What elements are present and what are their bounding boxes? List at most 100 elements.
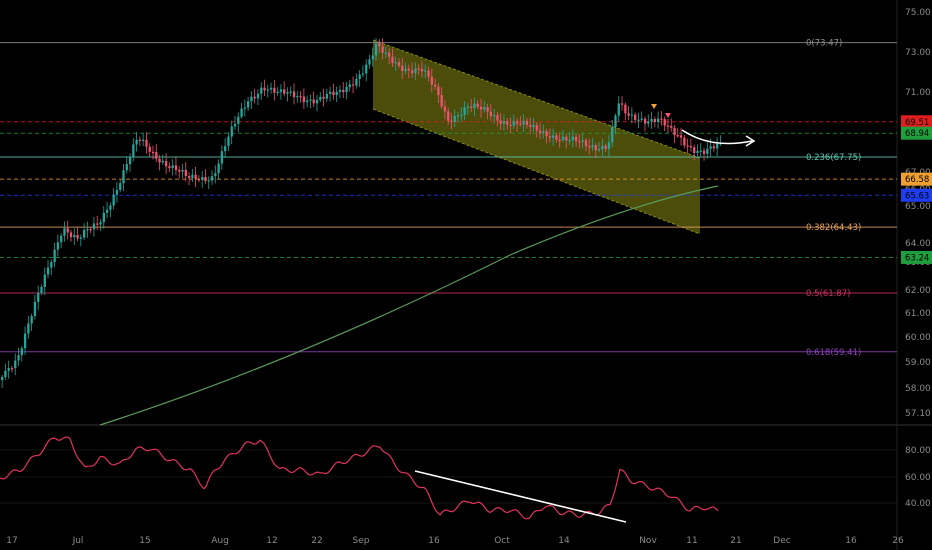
candle-body xyxy=(319,96,322,100)
time-tick-label: 16 xyxy=(845,536,857,546)
candle-body xyxy=(335,91,338,96)
candle-body xyxy=(561,136,565,141)
candle-body xyxy=(27,323,30,334)
time-axis-ticks: 17 Jul 15 Aug 12 22 Sep 16 Oct 14 Nov 11 21 Dec 16 26 xyxy=(6,536,904,546)
candle-body xyxy=(253,96,256,99)
candle-body xyxy=(286,92,289,94)
candle-body xyxy=(145,139,148,147)
candle-body xyxy=(447,111,450,121)
moving-average-line xyxy=(99,185,719,426)
marker-triangle-1 xyxy=(651,104,657,109)
candle-body xyxy=(538,130,542,133)
candle-body xyxy=(571,136,575,141)
candle-body xyxy=(660,118,663,120)
candle-body xyxy=(601,145,604,150)
candle-body xyxy=(374,43,378,56)
candle-body xyxy=(135,139,138,145)
price-tick-label: 60.00 xyxy=(905,333,931,343)
price-badge-label: 63.24 xyxy=(905,253,929,263)
candle-body xyxy=(187,176,191,178)
price-tick-label: 73.00 xyxy=(905,48,931,58)
oscillator-tick-label: 60.00 xyxy=(905,473,931,483)
candle-body xyxy=(89,229,92,231)
candle-body xyxy=(184,169,187,177)
time-tick-label: Nov xyxy=(639,536,657,546)
candle-body xyxy=(581,140,584,142)
candle-body xyxy=(709,146,712,149)
candle-body xyxy=(591,145,594,148)
candle-body xyxy=(470,106,473,108)
candle-body xyxy=(332,91,335,96)
candle-body xyxy=(699,150,702,152)
candle-body xyxy=(502,121,506,124)
candle-body xyxy=(706,148,709,154)
candle-body xyxy=(650,118,653,122)
candle-body xyxy=(407,68,411,71)
candle-body xyxy=(201,177,204,180)
candle-body xyxy=(292,91,296,98)
candle-body xyxy=(20,348,23,356)
price-badge-label: 65.63 xyxy=(905,191,929,201)
price-tick-label: 61.00 xyxy=(905,309,931,319)
candle-body xyxy=(627,113,630,116)
candle-body xyxy=(433,84,437,87)
time-tick-label: 16 xyxy=(428,536,440,546)
fib-level-label: 0.236(67.75) xyxy=(806,153,861,163)
candle-body xyxy=(388,52,391,57)
candle-body xyxy=(712,146,716,149)
candle-body xyxy=(43,274,46,288)
candle-body xyxy=(506,121,509,125)
candle-body xyxy=(529,125,532,127)
candle-body xyxy=(509,124,512,127)
candle-body xyxy=(578,141,581,143)
candle-body xyxy=(368,59,371,65)
candle-body xyxy=(312,99,315,104)
candle-body xyxy=(401,65,404,72)
candle-body xyxy=(37,292,40,302)
price-tick-label: 58.00 xyxy=(905,384,931,394)
candle-body xyxy=(194,174,197,180)
candle-body xyxy=(142,139,145,141)
candle-body xyxy=(115,189,119,195)
candle-body xyxy=(322,96,325,99)
candle-body xyxy=(128,156,132,165)
candle-body xyxy=(381,46,384,53)
time-tick-label: 15 xyxy=(139,536,150,546)
time-tick-label: Sep xyxy=(353,536,370,546)
candle-body xyxy=(338,90,342,92)
candle-body xyxy=(489,111,493,117)
time-tick-label: 21 xyxy=(730,536,741,546)
candle-body xyxy=(696,150,699,153)
candlesticks xyxy=(1,38,722,388)
candle-body xyxy=(693,147,696,153)
candle-body xyxy=(224,146,227,152)
candle-body xyxy=(476,103,479,107)
candle-body xyxy=(191,174,194,178)
time-tick-label: Dec xyxy=(773,536,790,546)
candle-body xyxy=(519,123,522,126)
candle-body xyxy=(414,68,417,74)
candle-body xyxy=(1,377,4,380)
candle-body xyxy=(69,232,73,238)
projection-arrowhead xyxy=(745,135,756,147)
candle-body xyxy=(60,235,63,243)
candle-body xyxy=(361,73,365,75)
candle-body xyxy=(483,107,486,110)
candle-body xyxy=(161,161,165,163)
channel-upper-line xyxy=(372,39,701,159)
candle-body xyxy=(486,107,489,112)
candle-body xyxy=(614,115,617,128)
candle-body xyxy=(558,139,561,142)
candle-body xyxy=(634,114,637,121)
candle-body xyxy=(148,146,151,152)
candle-body xyxy=(168,166,171,169)
candle-body xyxy=(532,124,535,127)
candle-body xyxy=(450,120,453,122)
candle-body xyxy=(83,229,86,238)
candle-body xyxy=(588,146,591,148)
candle-body xyxy=(66,228,69,233)
time-tick-label: Aug xyxy=(211,536,229,546)
candle-body xyxy=(296,96,299,98)
candle-body xyxy=(50,262,53,268)
